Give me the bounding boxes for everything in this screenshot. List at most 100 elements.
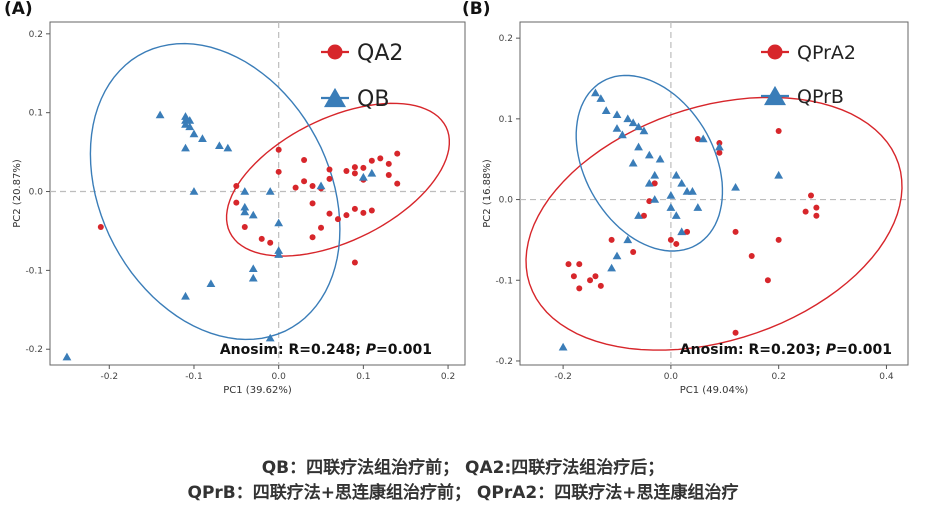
scatter-point (316, 181, 326, 190)
legend-label: QB (357, 87, 389, 112)
scatter-point (181, 120, 190, 128)
scatter-point (97, 224, 104, 231)
pca-panel-b: (B) -0.2 0.0 0.2 0.4 -0.2 -0.1 0.0 0.1 0.2 PC1 (49… (462, 0, 909, 396)
scatter-point (601, 106, 611, 115)
scatter-point (351, 259, 358, 266)
scatter-point (301, 156, 308, 163)
legend: QPrA2 QPrB (761, 42, 856, 108)
scatter-point (223, 143, 233, 152)
scatter-point (62, 352, 72, 361)
scatter-point (274, 218, 284, 227)
scatter-point (198, 134, 207, 142)
scatter-point (628, 158, 638, 167)
scatter-point (650, 170, 660, 179)
scatter-point (813, 212, 820, 219)
scatter-point (343, 168, 350, 175)
scatter-point (360, 209, 367, 216)
y-tick-label: -0.1 (495, 276, 513, 286)
scatter-point (596, 94, 606, 102)
scatter-point (694, 136, 701, 143)
qpra2-ellipse (525, 96, 903, 351)
scatter-point (181, 291, 190, 300)
scatter-point (612, 124, 622, 132)
scatter-point (301, 178, 308, 185)
qb-ellipse (89, 42, 341, 341)
scatter-point (309, 200, 316, 207)
scatter-point (775, 236, 782, 243)
scatter-point (360, 164, 367, 171)
x-tick-label: 0.2 (772, 372, 786, 382)
anosim-annotation: Anosim: R=0.203; P=0.001 (680, 342, 892, 358)
scatter-point (189, 187, 199, 195)
legend-marker (324, 87, 346, 108)
scatter-point (326, 210, 333, 217)
scatter-point (155, 110, 165, 119)
scatter-point (351, 205, 358, 212)
scatter-point (607, 263, 617, 272)
scatter-point (248, 264, 258, 273)
scatter-point (274, 246, 284, 254)
scatter-point (385, 171, 392, 178)
scatter-point (716, 149, 723, 156)
x-tick-label: 0.2 (441, 372, 455, 382)
scatter-point (576, 261, 583, 268)
y-tick-label: 0.1 (29, 109, 43, 119)
scatter-point (587, 277, 594, 284)
scatter-point (258, 235, 265, 242)
scatter-point (326, 175, 333, 182)
scatter-point (634, 122, 643, 131)
scatter-point (570, 273, 577, 280)
legend-label: QA2 (357, 41, 403, 66)
scatter-point (368, 207, 375, 214)
scatter-point (318, 224, 325, 231)
scatter-point (634, 142, 643, 151)
scatter-point (688, 187, 697, 195)
scatter-point (367, 168, 377, 177)
scatter-point (732, 329, 739, 336)
scatter-point (698, 134, 708, 143)
scatter-point (639, 126, 649, 135)
scatter-point (623, 235, 633, 244)
x-tick-label: 0.4 (879, 372, 894, 382)
scatter-point (813, 204, 820, 211)
scatter-point (644, 178, 654, 187)
scatter-point (248, 273, 258, 282)
scatter-point (240, 202, 250, 211)
scatter-point (693, 203, 703, 211)
anosim-p-symbol: P (366, 342, 377, 358)
scatter-point (558, 342, 568, 351)
legend-label: QPrB (797, 86, 844, 108)
scatter-point (185, 116, 195, 124)
scatter-point (684, 228, 691, 235)
scatter-point (189, 129, 199, 138)
x-axis-label: PC1 (49.04%) (680, 385, 749, 396)
anosim-p-value: =0.001 (836, 342, 892, 358)
anosim-p-value: =0.001 (376, 342, 432, 358)
scatter-point (248, 210, 258, 219)
y-tick-label: 0.0 (499, 196, 514, 206)
scatter-point (358, 172, 368, 181)
scatter-point (651, 180, 658, 187)
scatter-point (667, 236, 674, 243)
scatter-point (612, 110, 622, 119)
scatter-point (764, 277, 771, 284)
scatter-point (565, 261, 572, 268)
legend: QA2 QB (321, 41, 403, 112)
scatter-point (275, 168, 282, 175)
scatter-point (377, 155, 384, 162)
scatter-point (241, 224, 248, 231)
panel-label: (A) (4, 0, 33, 19)
legend-marker (767, 44, 783, 60)
anosim-prefix: Anosim: R=0.248; (220, 342, 366, 358)
qprb-ellipse (575, 74, 724, 252)
x-tick-label: -0.2 (101, 372, 119, 382)
scatter-point (630, 249, 637, 256)
scatter-point (309, 234, 316, 241)
scatter-point (623, 114, 633, 123)
scatter-point (802, 208, 809, 215)
scatter-point (233, 199, 240, 206)
scatter-point (677, 227, 687, 236)
scatter-point (240, 187, 250, 195)
scatter-point (612, 251, 622, 260)
